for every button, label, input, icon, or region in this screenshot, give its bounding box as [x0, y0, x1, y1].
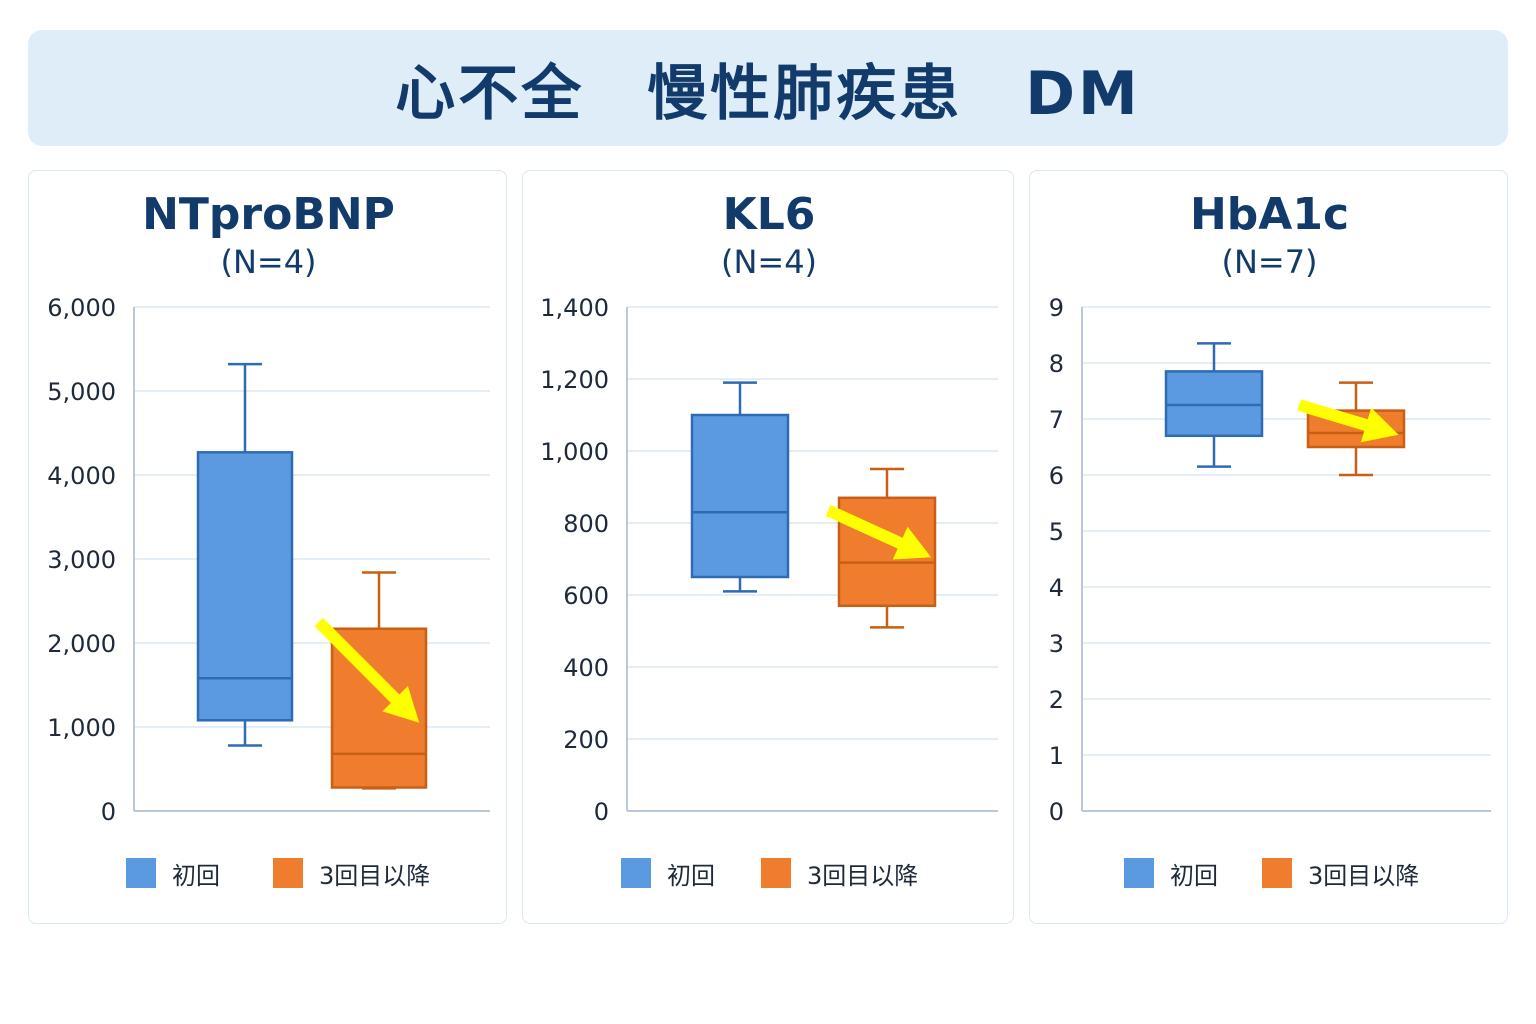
y-tick-label: 1,400 — [540, 294, 609, 322]
y-tick-label: 5,000 — [47, 378, 116, 406]
chart-panel-ntprobnp: NTproBNP (N=4) 0 1,000 2,000 3,000 4,000 5,000 6… — [28, 170, 507, 924]
y-tick-label: 3 — [1049, 630, 1064, 658]
box-initial — [1164, 370, 1264, 438]
y-tick-label: 1,000 — [47, 714, 116, 742]
y-tick-label: 0 — [101, 798, 116, 826]
y-tick-label: 600 — [563, 582, 609, 610]
legend-label-later: 3回目以降 — [319, 862, 430, 890]
y-tick-label: 4,000 — [47, 462, 116, 490]
legend-swatch-later — [1262, 858, 1292, 888]
y-tick-label: 2 — [1049, 686, 1064, 714]
chart-panel-kl6: KL6 (N=4) 0 200 400 600 800 1,000 1,200 1,400 初回 3回… — [522, 170, 1014, 924]
y-tick-label: 9 — [1049, 294, 1064, 322]
y-tick-label: 200 — [563, 726, 609, 754]
chart-subtitle: (N=4) — [220, 243, 316, 281]
y-tick-label: 4 — [1049, 574, 1064, 602]
legend-label-initial: 初回 — [172, 862, 220, 890]
y-tick-label: 1 — [1049, 742, 1064, 770]
chart-title: HbA1c — [1190, 189, 1349, 240]
box-initial — [196, 451, 294, 722]
y-tick-label: 400 — [563, 654, 609, 682]
y-tick-label: 6,000 — [47, 294, 116, 322]
y-tick-label: 6 — [1049, 462, 1064, 490]
legend-label-initial: 初回 — [667, 862, 715, 890]
chart-svg-ntprobnp: NTproBNP(N=4) 0 1,000 2,000 3,000 4,000 5,000 6… — [47, 189, 490, 890]
trend-arrow — [314, 617, 420, 723]
title-banner: 心不全 慢性肺疾患 DM — [28, 30, 1508, 146]
y-tick-label: 0 — [594, 798, 609, 826]
chart-title: KL6 — [723, 189, 816, 240]
chart-svg-hba1c: HbA1c(N=7) 0 1 2 3 4 5 6 7 8 9 初回 3回目以降 — [1049, 189, 1491, 890]
y-tick-label: 5 — [1049, 518, 1064, 546]
chart-subtitle: (N=7) — [1221, 243, 1317, 281]
box-initial — [690, 413, 790, 579]
legend-label-later: 3回目以降 — [807, 862, 918, 890]
y-tick-label: 2,000 — [47, 630, 116, 658]
legend-label-later: 3回目以降 — [1308, 862, 1419, 890]
y-tick-label: 7 — [1049, 406, 1064, 434]
chart-subtitle: (N=4) — [721, 243, 817, 281]
banner-title: 心不全 慢性肺疾患 DM — [395, 58, 1141, 129]
y-tick-label: 1,000 — [540, 438, 609, 466]
chart-panel-hba1c: HbA1c (N=7) 0 1 2 3 4 5 6 7 8 9 初回 3回目以降 — [1029, 170, 1508, 924]
y-tick-label: 3,000 — [47, 546, 116, 574]
legend-swatch-initial — [1124, 858, 1154, 888]
y-tick-label: 0 — [1049, 798, 1064, 826]
legend-swatch-later — [761, 858, 791, 888]
trend-arrow — [825, 504, 932, 560]
y-tick-label: 1,200 — [540, 366, 609, 394]
legend-label-initial: 初回 — [1170, 862, 1218, 890]
y-tick-label: 800 — [563, 510, 609, 538]
legend-swatch-initial — [126, 858, 156, 888]
y-tick-label: 8 — [1049, 350, 1064, 378]
legend-swatch-later — [273, 858, 303, 888]
trend-arrow — [1297, 399, 1399, 443]
chart-title: NTproBNP — [142, 189, 395, 240]
legend-swatch-initial — [621, 858, 651, 888]
chart-svg-kl6: KL6(N=4) 0 200 400 600 800 1,000 1,200 1,400 初回 3回… — [540, 189, 998, 890]
